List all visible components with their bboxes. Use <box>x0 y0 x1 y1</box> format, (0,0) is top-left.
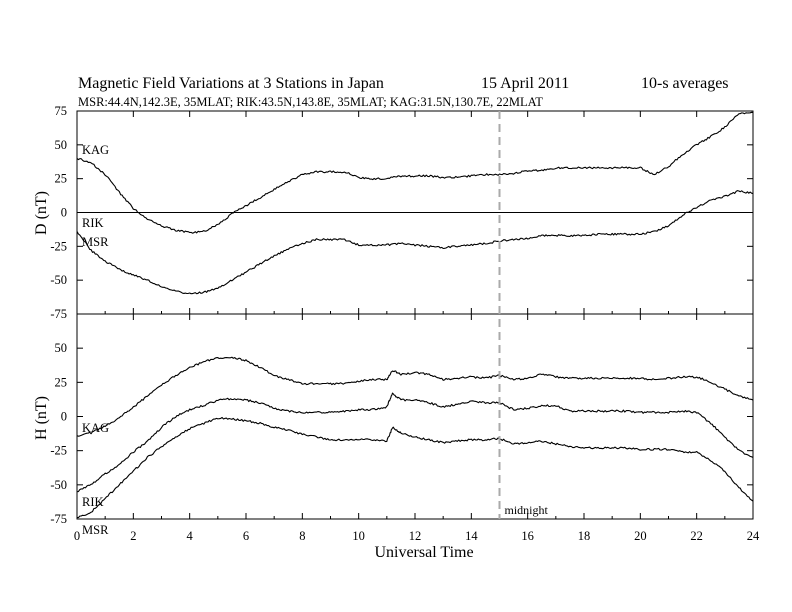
bottom-label-rik: RIK <box>82 495 104 509</box>
d-ytick-label: 0 <box>61 206 67 220</box>
h-ytick-label: -25 <box>50 444 67 458</box>
x-tick-label: 24 <box>747 529 760 543</box>
h-series-line-2 <box>76 392 754 493</box>
d-series-line-2 <box>76 190 754 295</box>
chart-subtitle: MSR:44.4N,142.3E, 35MLAT; RIK:43.5N,143.… <box>78 95 543 109</box>
d-ytick-label: -25 <box>50 239 67 253</box>
y-axis-label-bottom: H (nT) <box>33 396 50 440</box>
x-tick-label: 10 <box>352 529 365 543</box>
x-tick-label: 22 <box>690 529 703 543</box>
x-tick-label: 8 <box>299 529 305 543</box>
y-axis-label-top: D (nT) <box>33 191 50 235</box>
top-label-kag: KAG <box>82 143 109 157</box>
x-tick-label: 20 <box>634 529 647 543</box>
x-tick-label: 6 <box>243 529 249 543</box>
x-tick-label: 12 <box>409 529 422 543</box>
x-tick-label: 4 <box>187 529 194 543</box>
x-tick-labels: 0 2 4 6 8 10 12 14 16 18 20 22 24 <box>74 529 760 543</box>
x-tick-label: 16 <box>521 529 534 543</box>
h-ytick-label: 50 <box>55 341 68 355</box>
h-panel-frame <box>76 313 754 520</box>
bottom-label-kag: KAG <box>82 421 109 435</box>
x-axis-label: Universal Time <box>374 544 473 561</box>
h-component-panel: 50 25 0 -25 -50 -75 <box>50 313 754 526</box>
h-series-line-3 <box>77 416 754 519</box>
x-tick-label: 14 <box>465 529 478 543</box>
d-component-panel: 75 50 25 0 -25 -50 -75 <box>50 104 754 321</box>
chart-date: 15 April 2011 <box>481 75 569 92</box>
h-ytick-label: 25 <box>55 375 68 389</box>
d-ytick-label: 75 <box>55 104 68 118</box>
midnight-label: midnight <box>505 503 549 517</box>
d-ytick-label: -50 <box>50 273 67 287</box>
h-ytick-label: -50 <box>50 478 67 492</box>
x-tick-label: 0 <box>74 529 80 543</box>
h-series-line-1 <box>76 356 754 437</box>
chart-title: Magnetic Field Variations at 3 Stations … <box>78 75 384 92</box>
bottom-label-msr: MSR <box>82 523 109 537</box>
h-ytick-label: 0 <box>61 410 67 424</box>
d-ytick-label: 50 <box>55 138 68 152</box>
top-label-msr: MSR <box>82 235 109 249</box>
x-tick-label: 18 <box>578 529 591 543</box>
h-ytick-label: -75 <box>50 512 67 526</box>
x-tick-label: 2 <box>130 529 136 543</box>
top-label-rik: RIK <box>82 216 104 230</box>
chart-averaging: 10-s averages <box>641 75 729 92</box>
d-series-line-1 <box>76 111 754 234</box>
d-ytick-label: 25 <box>55 172 68 186</box>
d-ytick-label: -75 <box>50 307 67 321</box>
